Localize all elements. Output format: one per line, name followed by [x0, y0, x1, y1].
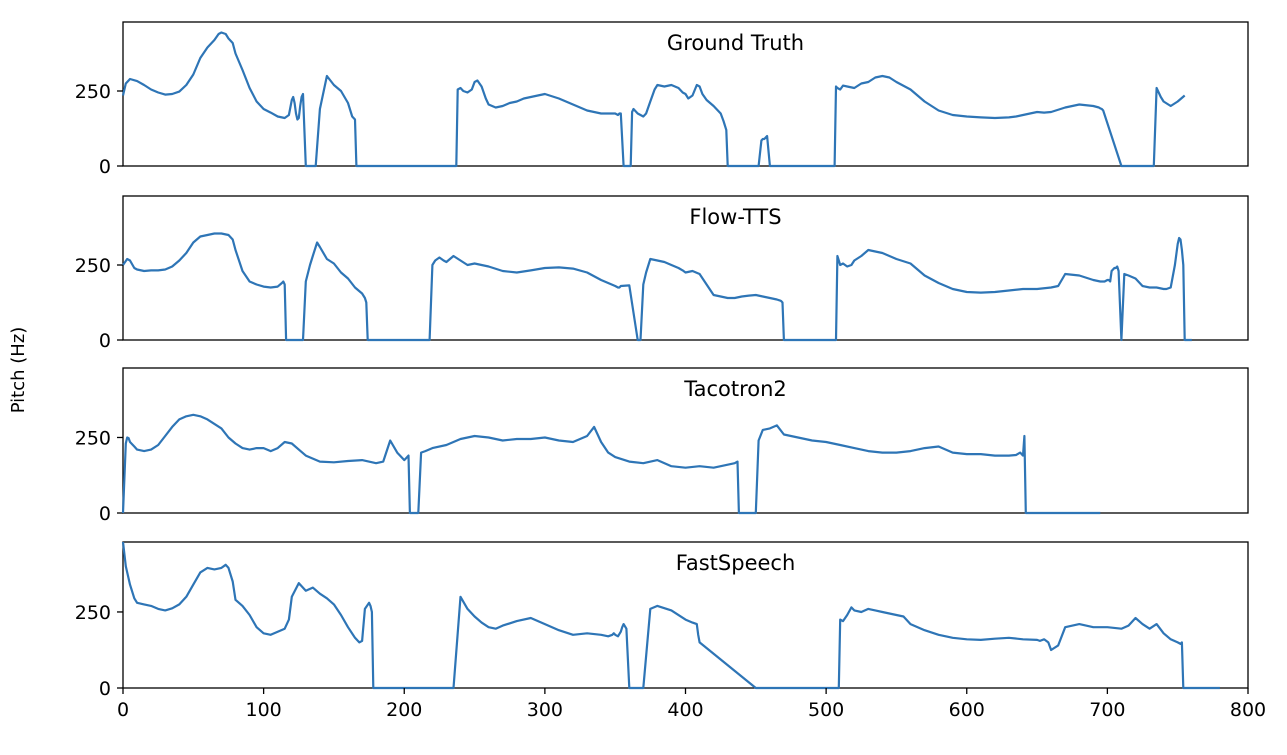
y-tick-label: 250: [75, 427, 111, 449]
panel-2: 0 250 Tacotron2: [75, 367, 1249, 525]
panel-0: 0 250 Ground Truth: [75, 21, 1249, 178]
pitch-series-line: [121, 541, 1220, 690]
panel-3: 0 250 FastSpeech: [75, 541, 1249, 700]
x-tick-label: 300: [527, 699, 563, 721]
panel-title: Ground Truth: [667, 31, 804, 55]
pitch-series-line: [121, 413, 1101, 515]
x-tick-label: 0: [117, 699, 129, 721]
x-tick-label: 600: [949, 699, 985, 721]
y-tick-label: 0: [99, 156, 111, 178]
y-tick-label: 0: [99, 330, 111, 352]
y-tick-label: 250: [75, 602, 111, 624]
panel-frame: [122, 195, 1249, 341]
x-tick-label: 100: [245, 699, 281, 721]
y-tick-label: 250: [75, 81, 111, 103]
panel-title: FastSpeech: [676, 551, 796, 575]
panels-group: 0 250 Ground Truth 0 250 Flow-TTS 0 250 Tacotron…: [75, 21, 1249, 700]
x-tick-label: 200: [386, 699, 422, 721]
pitch-series-line: [122, 232, 1192, 342]
pitch-series-line: [121, 31, 1186, 168]
panel-1: 0 250 Flow-TTS: [75, 195, 1249, 352]
y-tick-label: 250: [75, 255, 111, 277]
y-axis-label: Pitch (Hz): [8, 327, 29, 414]
panel-title: Flow-TTS: [689, 205, 781, 229]
x-tick-label: 500: [808, 699, 844, 721]
x-tick-label: 700: [1089, 699, 1125, 721]
y-tick-label: 0: [99, 678, 111, 700]
y-tick-label: 0: [99, 503, 111, 525]
panel-frame: [122, 367, 1249, 514]
x-tick-label: 400: [667, 699, 703, 721]
panel-title: Tacotron2: [683, 377, 787, 401]
x-tick-label: 800: [1230, 699, 1266, 721]
x-axis-ticks: 0 100 200 300 400 500 600 700 800: [117, 688, 1266, 721]
